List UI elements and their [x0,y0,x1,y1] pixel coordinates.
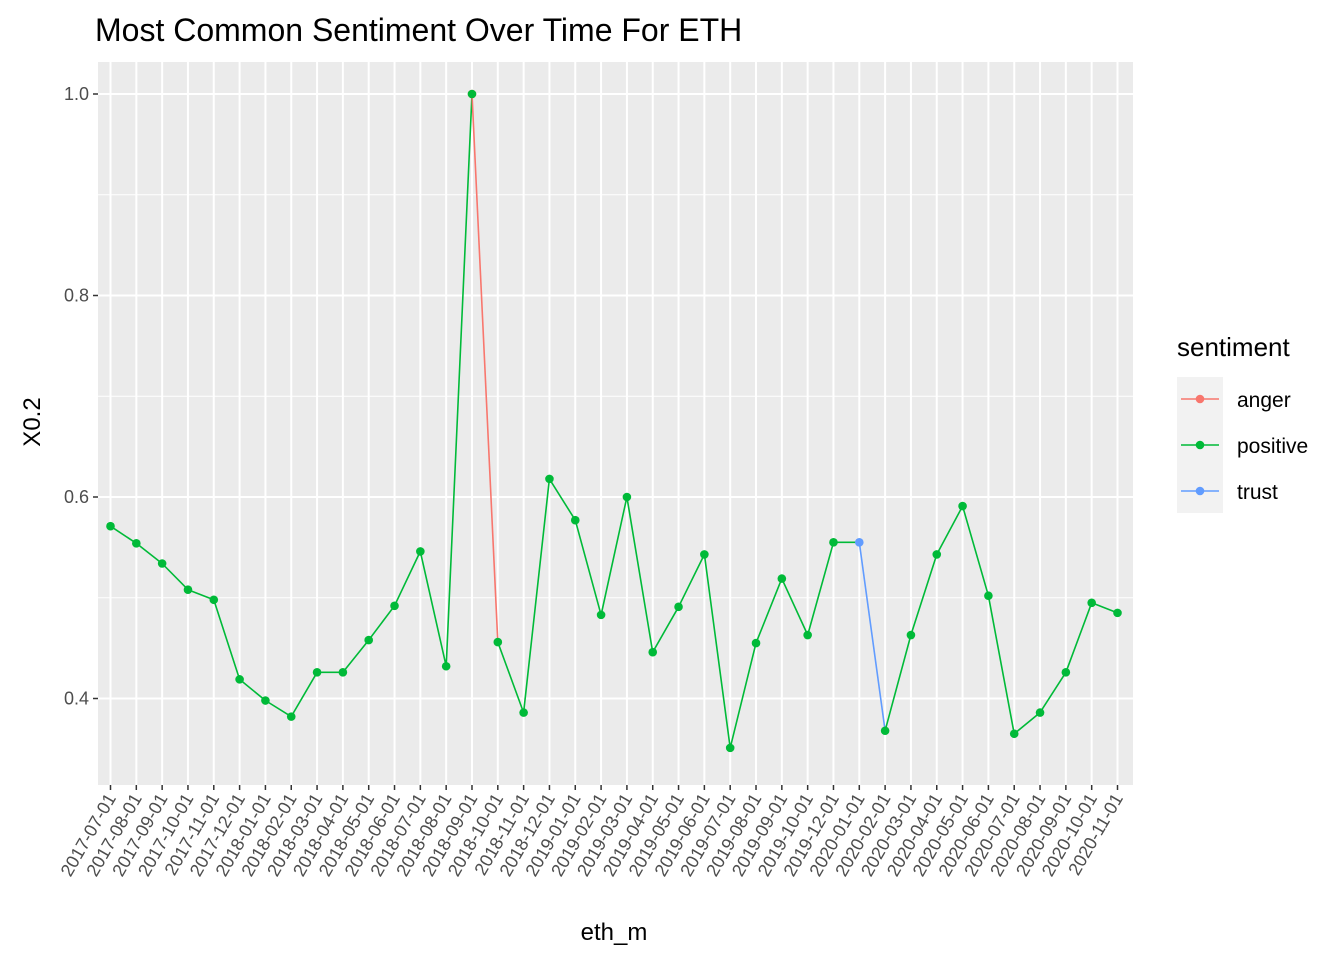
legend-key-point [1195,440,1205,450]
legend-item-positive: positive [1181,435,1308,458]
data-point-positive [1087,598,1096,608]
data-point-positive [1035,708,1045,717]
data-point-positive [312,668,322,677]
legend-label: positive [1237,435,1308,458]
data-point-positive [648,647,658,657]
x-axis: 2017-07-012017-08-012017-09-012017-10-01… [57,785,1127,880]
plot-panel [98,62,1133,785]
data-point-positive [157,559,167,568]
y-tick-label: 0.4 [64,689,89,709]
data-point-positive [364,635,374,645]
legend-item-anger: anger [1181,389,1291,412]
data-point-positive [467,89,477,99]
data-point-positive [777,574,787,583]
data-point-positive [338,668,348,677]
data-point-positive [493,637,503,647]
data-point-positive [932,550,942,559]
data-point-positive [209,595,219,605]
data-point-positive [545,474,554,484]
data-point-positive [183,585,193,594]
data-point-positive [570,515,580,525]
legend-title: sentiment [1177,332,1290,362]
data-point-positive [106,521,115,531]
data-point-positive [261,696,270,705]
legend-key-point [1195,486,1205,496]
y-tick-label: 0.6 [64,487,89,507]
data-point-positive [1009,729,1019,739]
legend-key-point [1195,394,1205,404]
data-point-positive [390,601,399,611]
data-point-positive [441,661,451,671]
data-point-positive [674,602,683,612]
data-point-positive [596,610,606,620]
legend: sentiment anger positive trust [1177,332,1308,513]
legend-item-trust: trust [1181,481,1278,504]
series-line-anger [471,93,499,643]
data-point-positive [803,630,812,640]
data-point-positive [519,708,528,717]
data-point-positive [622,492,632,502]
y-tick-label: 1.0 [64,84,89,104]
data-point-positive [1113,608,1122,618]
data-point-positive [829,538,838,547]
data-point-positive [906,630,916,640]
data-point-positive [1061,668,1071,677]
panel-background [98,62,1133,785]
data-point-positive [286,712,296,721]
data-point-trust [854,538,864,547]
legend-label: anger [1237,389,1291,412]
data-point-positive [235,675,244,684]
y-axis-title: X0.2 [19,397,46,446]
data-point-positive [958,501,967,511]
chart-title: Most Common Sentiment Over Time For ETH [95,12,742,48]
series-line-trust [858,542,886,731]
data-point-positive [700,550,709,559]
data-point-positive [132,539,141,548]
data-point-positive [416,547,425,556]
y-tick-label: 0.8 [64,286,89,306]
x-axis-title: eth_m [581,919,648,946]
data-point-positive [880,726,890,736]
series-line-positive [884,505,1118,735]
data-point-positive [725,743,735,753]
y-axis: 0.4 0.6 0.8 1.0 [64,84,98,709]
data-point-positive [984,591,993,601]
legend-label: trust [1237,481,1278,504]
data-point-positive [751,638,761,648]
